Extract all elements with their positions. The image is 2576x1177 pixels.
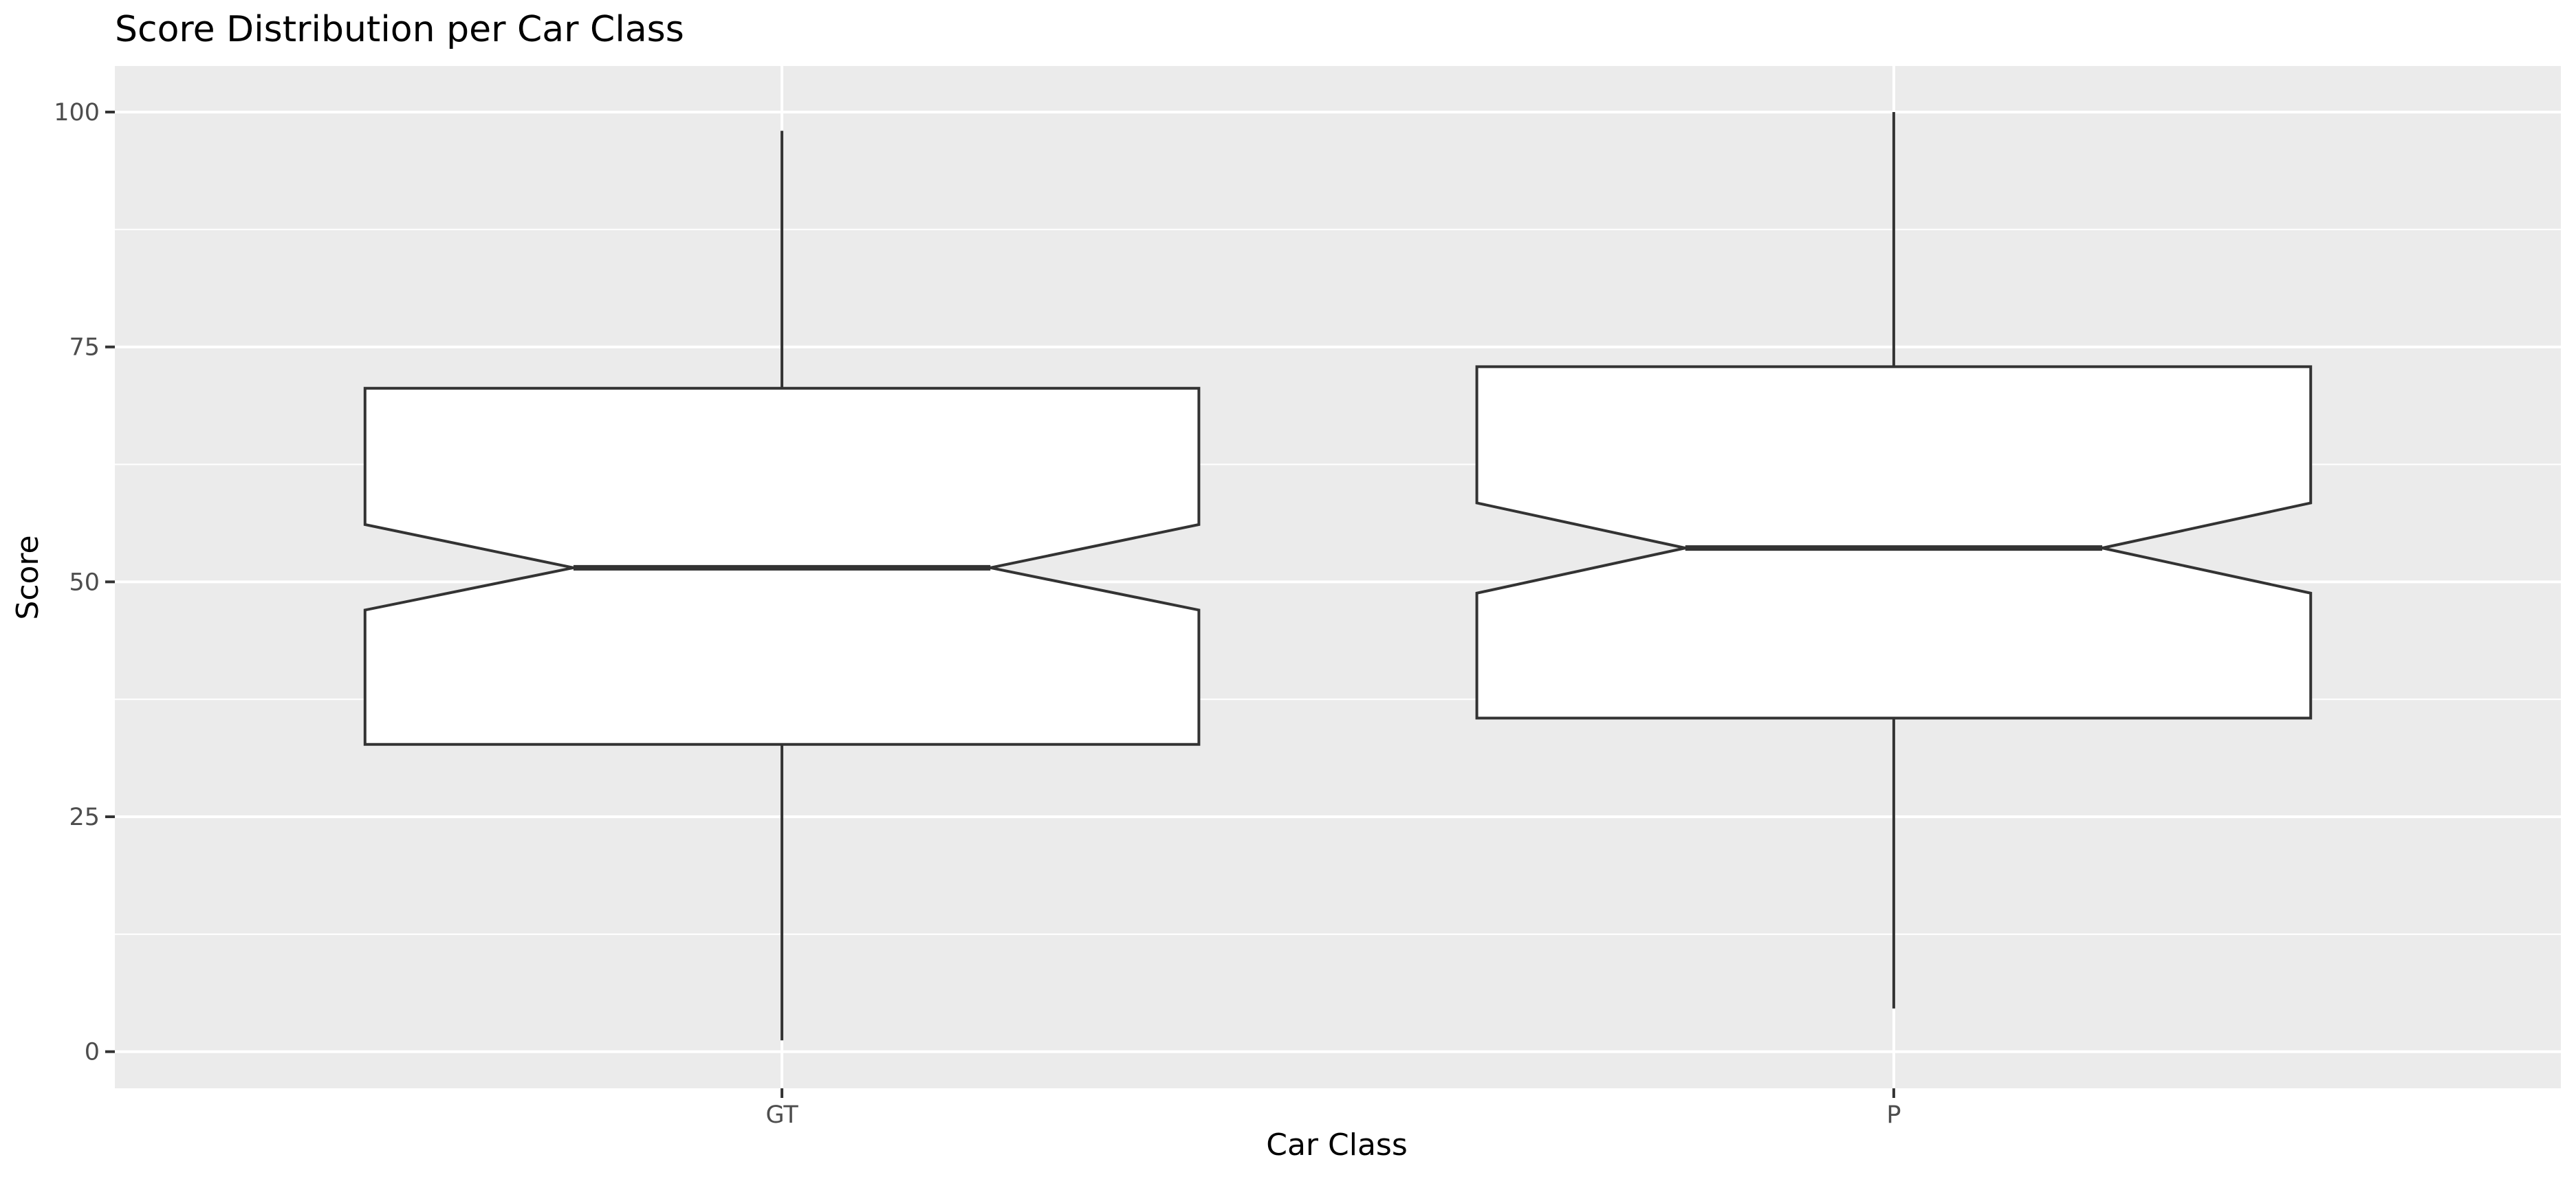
y-tick-label: 0: [85, 1039, 100, 1066]
y-tick-label: 25: [69, 804, 100, 831]
y-axis-title: Score: [10, 535, 45, 619]
box-series: [363, 111, 2313, 1041]
notched-box: [1475, 365, 2313, 720]
x-tick-label: P: [1886, 1101, 1901, 1129]
box-gt: [363, 131, 1201, 1041]
y-axis: 0 25 50 75 100: [54, 99, 115, 1066]
y-tick-label: 100: [54, 99, 100, 126]
x-axis-title: Car Class: [1266, 1128, 1408, 1163]
y-tick-label: 50: [69, 569, 100, 596]
box-p: [1475, 111, 2313, 1009]
y-tick-label: 75: [69, 334, 100, 362]
x-tick-label: GT: [765, 1101, 798, 1129]
chart-title: Score Distribution per Car Class: [115, 9, 684, 50]
x-axis: GT P: [765, 1088, 1901, 1129]
